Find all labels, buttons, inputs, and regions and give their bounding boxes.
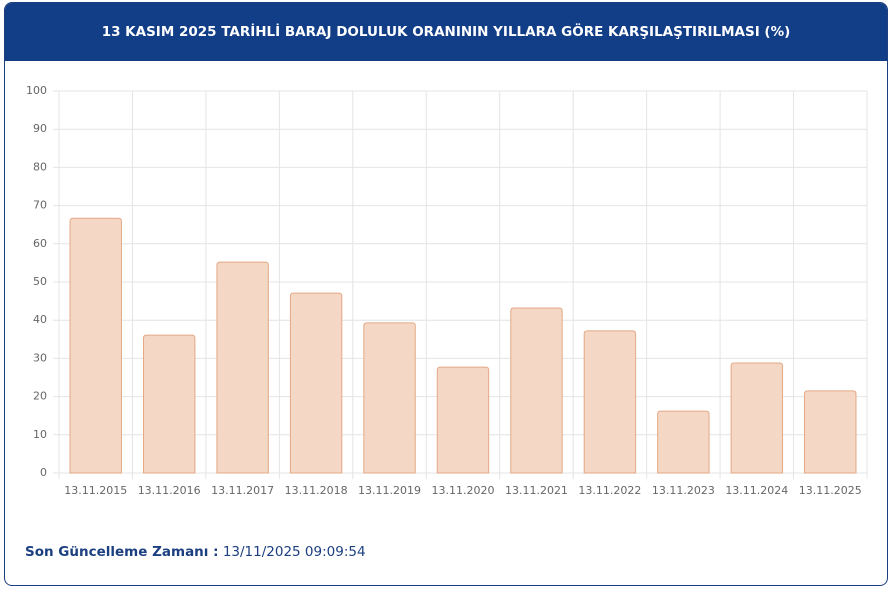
bar <box>730 362 784 474</box>
x-tick-label: 13.11.2024 <box>725 484 788 497</box>
bar <box>657 410 710 474</box>
y-tick-label: 0 <box>40 466 47 479</box>
x-tick-label: 13.11.2022 <box>578 484 641 497</box>
y-tick-label: 60 <box>33 237 47 250</box>
y-tick-label: 20 <box>33 390 47 403</box>
y-tick-label: 30 <box>33 351 47 364</box>
footer: Son Güncelleme Zamanı : 13/11/2025 09:09… <box>25 544 366 560</box>
footer-value: 13/11/2025 09:09:54 <box>222 544 366 560</box>
x-tick-label: 13.11.2015 <box>64 484 127 497</box>
card: 13 KASIM 2025 TARİHLİ BARAJ DOLULUK ORAN… <box>4 2 888 586</box>
x-tick-label: 13.11.2020 <box>432 484 495 497</box>
bar <box>510 307 563 474</box>
y-tick-label: 40 <box>33 313 47 326</box>
bar <box>363 322 416 474</box>
bar <box>436 366 490 474</box>
x-tick-label: 13.11.2023 <box>652 484 715 497</box>
chart-title: 13 KASIM 2025 TARİHLİ BARAJ DOLULUK ORAN… <box>101 24 791 40</box>
header: 13 KASIM 2025 TARİHLİ BARAJ DOLULUK ORAN… <box>5 3 887 61</box>
bar <box>142 334 196 474</box>
bar <box>804 390 857 474</box>
x-tick-label: 13.11.2016 <box>138 484 201 497</box>
y-tick-label: 50 <box>33 275 47 288</box>
x-tick-label: 13.11.2019 <box>358 484 421 497</box>
y-tick-label: 90 <box>33 122 47 135</box>
y-tick-label: 70 <box>33 199 47 212</box>
x-tick-label: 13.11.2021 <box>505 484 568 497</box>
bar <box>216 261 269 474</box>
y-tick-label: 100 <box>26 84 47 97</box>
footer-label: Son Güncelleme Zamanı : <box>25 544 219 560</box>
bar <box>69 217 122 474</box>
x-tick-label: 13.11.2025 <box>799 484 862 497</box>
y-tick-label: 80 <box>33 160 47 173</box>
x-tick-label: 13.11.2018 <box>285 484 348 497</box>
bar <box>289 292 343 474</box>
bar <box>583 330 637 474</box>
x-tick-label: 13.11.2017 <box>211 484 274 497</box>
y-tick-label: 10 <box>33 428 47 441</box>
